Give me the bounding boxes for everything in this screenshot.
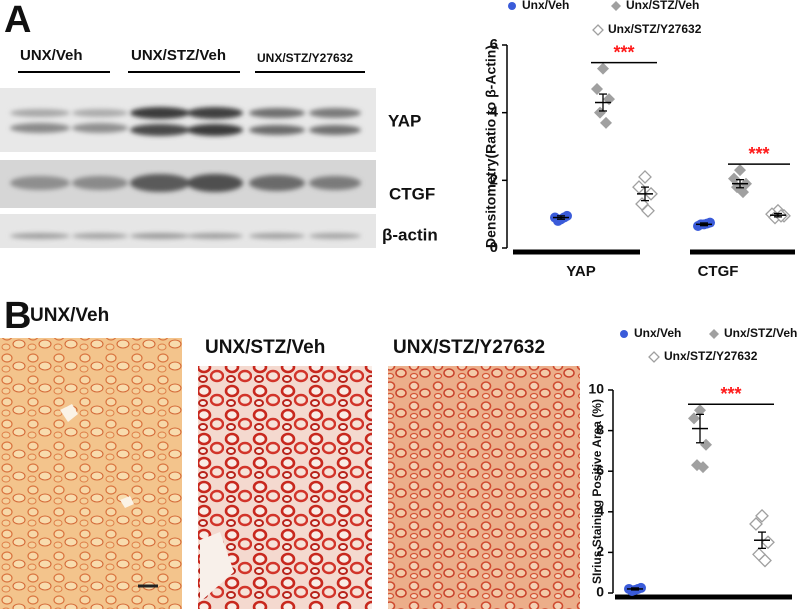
- band-label: CTGF: [389, 184, 435, 203]
- blot-strip: [0, 88, 376, 152]
- legend-label: Unx/Veh: [634, 326, 681, 340]
- data-point: [592, 24, 604, 36]
- data-point: [591, 82, 603, 95]
- legend-label: Unx/STZ/Veh: [724, 326, 797, 340]
- data-point: [734, 164, 746, 177]
- data-point: [594, 106, 606, 119]
- data-point: [638, 170, 652, 184]
- legend-label: Unx/STZ/Y27632: [608, 22, 702, 36]
- significance-label: ***: [613, 42, 634, 62]
- data-point: [641, 203, 655, 218]
- error-bar: [696, 413, 704, 444]
- data-point: [688, 412, 700, 425]
- data-point: [611, 1, 621, 11]
- y-tick-label: 10: [588, 381, 604, 397]
- data-point: [603, 93, 615, 106]
- y-tick-label: 6: [596, 462, 604, 478]
- blot: UNX/Veh UNX/STZ/Veh UNX/STZ/Y27632 YAP: [0, 47, 438, 248]
- actin-bands: [10, 233, 361, 239]
- data-point: [700, 438, 712, 451]
- lumen: [200, 532, 234, 602]
- band-label: β-actin: [382, 225, 438, 244]
- x-tick-label: CTGF: [698, 263, 739, 280]
- y-tick-label: 4: [490, 104, 499, 121]
- legend-label: Unx/STZ/Veh: [626, 0, 699, 12]
- data-point: [755, 508, 769, 523]
- y-tick-label: 0: [596, 584, 604, 600]
- error-bar: [736, 179, 744, 189]
- y-axis-label: Densitometry(Ratio to β-Actin): [483, 45, 499, 248]
- y-tick-label: 4: [596, 503, 604, 519]
- error-bar: [599, 93, 607, 112]
- significance-label: ***: [748, 144, 769, 164]
- data-point: [632, 180, 646, 195]
- histology-image: [0, 338, 182, 609]
- y-axis-label: SIrius Staining Positive Area (%): [590, 399, 604, 584]
- y-tick-label: 2: [490, 171, 498, 188]
- data-point: [648, 351, 660, 363]
- legend-label: Unx/Veh: [522, 0, 569, 12]
- blot-group-label: UNX/STZ/Veh: [131, 47, 226, 64]
- y-tick-label: 6: [490, 36, 498, 53]
- error-bar: [774, 212, 782, 218]
- error-bar: [758, 531, 766, 549]
- y-tick-label: 8: [596, 421, 604, 437]
- data-point: [600, 116, 612, 129]
- image-label: UNX/STZ/Veh: [205, 337, 325, 358]
- ctgf-bands: [10, 174, 361, 192]
- y-tick-label: 0: [490, 239, 498, 256]
- data-point: [508, 2, 516, 10]
- image-label: UNX/STZ/Y27632: [393, 337, 545, 358]
- error-bar: [631, 587, 639, 591]
- data-point: [620, 330, 628, 338]
- data-point: [597, 62, 609, 75]
- blot-group-label: UNX/Veh: [20, 47, 83, 64]
- data-point: [697, 461, 709, 474]
- data-point: [694, 404, 706, 417]
- y-tick-label: 2: [596, 543, 604, 559]
- data-point: [709, 329, 719, 339]
- yap-bands: [10, 107, 361, 136]
- blot-group-label: UNX/STZ/Y27632: [257, 51, 353, 65]
- panel-label: B: [4, 295, 31, 337]
- data-point: [758, 553, 772, 568]
- data-point: [761, 535, 775, 550]
- data-point: [737, 186, 749, 199]
- lumen: [60, 404, 134, 508]
- panel-label: A: [4, 0, 31, 41]
- error-bar: [557, 215, 565, 220]
- blot-strip: [0, 214, 376, 248]
- significance-label: ***: [720, 384, 741, 404]
- band-label: YAP: [388, 111, 421, 130]
- data-point: [749, 517, 763, 531]
- legend-label: Unx/STZ/Y27632: [664, 349, 758, 363]
- x-tick-label: YAP: [566, 263, 595, 280]
- image-label: UNX/Veh: [30, 305, 109, 326]
- error-bar: [700, 222, 708, 227]
- histology-image: [388, 366, 580, 609]
- histology: UNX/Veh UNX/STZ/Veh UNX/STZ/Y27632: [0, 305, 580, 609]
- error-bar: [641, 186, 649, 202]
